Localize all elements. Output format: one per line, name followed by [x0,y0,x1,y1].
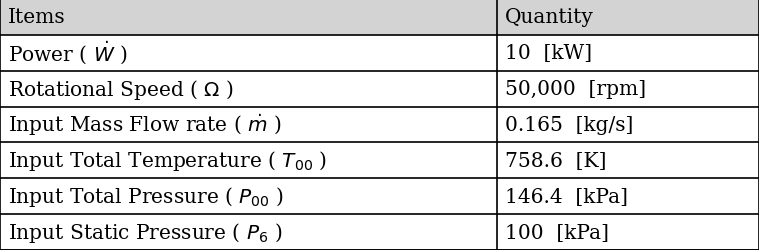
Text: Power ( $\dot{W}$ ): Power ( $\dot{W}$ ) [8,40,128,67]
Text: 146.4  [kPa]: 146.4 [kPa] [505,187,628,206]
Text: Input Static Pressure ( $P_{6}$ ): Input Static Pressure ( $P_{6}$ ) [8,220,282,244]
Text: 50,000  [rpm]: 50,000 [rpm] [505,80,646,99]
Bar [0,143,759,178]
Text: Input Total Temperature ( $T_{00}$ ): Input Total Temperature ( $T_{00}$ ) [8,149,327,173]
Bar [0,36,759,72]
Text: 0.165  [kg/s]: 0.165 [kg/s] [505,116,633,134]
Bar [0,214,759,250]
Text: 100  [kPa]: 100 [kPa] [505,223,609,242]
Bar [0,72,759,107]
Bar [0,178,759,214]
Text: 10  [kW]: 10 [kW] [505,44,592,63]
Text: Input Mass Flow rate ( $\dot{m}$ ): Input Mass Flow rate ( $\dot{m}$ ) [8,112,281,138]
Text: Items: Items [8,8,65,27]
Text: Rotational Speed ( $\Omega$ ): Rotational Speed ( $\Omega$ ) [8,77,234,101]
Bar [0,0,759,36]
Text: Quantity: Quantity [505,8,594,27]
Text: 758.6  [K]: 758.6 [K] [505,151,606,170]
Text: Input Total Pressure ( $P_{00}$ ): Input Total Pressure ( $P_{00}$ ) [8,184,283,208]
Bar [0,107,759,143]
